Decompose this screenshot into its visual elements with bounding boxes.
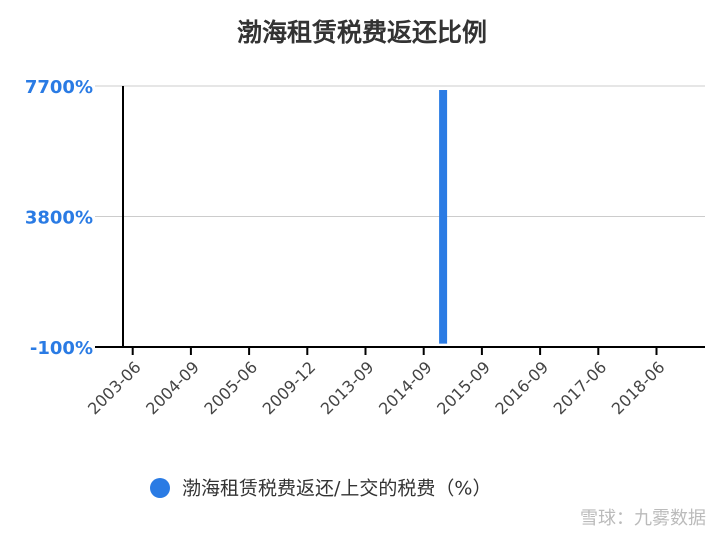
x-tick-label: 2014-09 bbox=[375, 358, 436, 419]
x-tick-label: 2016-09 bbox=[491, 358, 552, 419]
x-tick-label: 2003-06 bbox=[84, 358, 145, 419]
x-tick-label: 2017-06 bbox=[550, 358, 611, 419]
x-tick-label: 2009-12 bbox=[259, 358, 320, 419]
y-tick-label: -100% bbox=[30, 338, 93, 359]
x-tick-label: 2018-06 bbox=[608, 358, 669, 419]
x-tick-label: 2013-09 bbox=[317, 358, 378, 419]
x-tick-label: 2015-09 bbox=[433, 358, 494, 419]
y-tick-label: 3800% bbox=[25, 208, 93, 229]
legend-label: 渤海租赁税费返还/上交的税费（%） bbox=[182, 478, 491, 500]
legend-swatch bbox=[150, 478, 170, 498]
bar bbox=[439, 90, 448, 344]
chart-title: 渤海租赁税费返还比例 bbox=[237, 18, 487, 47]
x-tick-label: 2005-06 bbox=[200, 358, 261, 419]
watermark: 雪球：九雾数据 bbox=[580, 508, 706, 529]
y-tick-label: 7700% bbox=[25, 77, 93, 98]
x-tick-label: 2004-09 bbox=[142, 358, 203, 419]
